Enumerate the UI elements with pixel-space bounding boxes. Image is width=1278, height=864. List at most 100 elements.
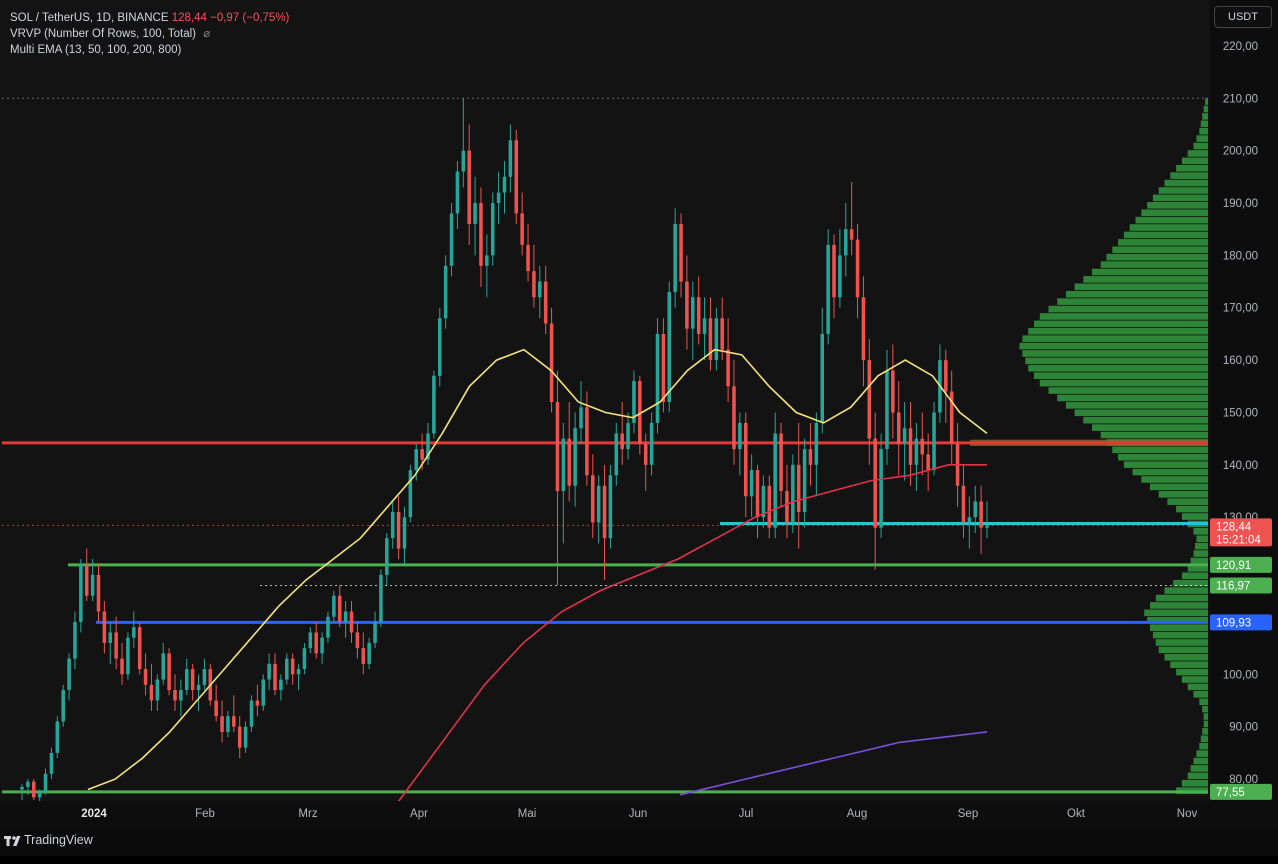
- candle-body: [961, 485, 966, 523]
- volume-profile-bar: [1132, 468, 1208, 476]
- time-tick-label: Jul: [739, 808, 754, 820]
- candle-body: [726, 349, 730, 387]
- candle-body: [102, 611, 107, 643]
- candle-body: [643, 443, 648, 465]
- candle-body: [196, 684, 201, 691]
- candle-body: [861, 297, 866, 361]
- candle-body: [802, 449, 807, 512]
- candle-body: [96, 574, 101, 612]
- candle-body: [796, 464, 801, 512]
- candle-body: [767, 485, 772, 528]
- price-label-value: 128,44: [1216, 521, 1252, 533]
- bottom-strip: [0, 856, 1278, 864]
- volume-profile-bar: [1028, 327, 1208, 335]
- volume-profile-bar: [1181, 572, 1208, 580]
- candle-body: [279, 679, 283, 691]
- volume-profile-bar: [1057, 298, 1208, 305]
- volume-profile-bar: [1158, 490, 1208, 498]
- tradingview-logo-icon[interactable]: [4, 833, 22, 849]
- candle-body: [214, 700, 218, 717]
- legend-vrvp-row[interactable]: VRVP (Number Of Rows, 100, Total) ⌀: [10, 26, 289, 42]
- volume-profile-bar: [1092, 268, 1208, 276]
- time-tick-label: Jun: [629, 808, 648, 820]
- volume-profile-bar: [1205, 98, 1208, 105]
- volume-profile-bar: [1190, 765, 1208, 772]
- volume-profile-bar: [1202, 728, 1208, 735]
- price-tick-label: 160,00: [1223, 355, 1258, 367]
- candle-body: [538, 281, 542, 298]
- hidden-eye-icon[interactable]: ⌀: [203, 28, 211, 40]
- currency-button[interactable]: USDT: [1214, 6, 1272, 28]
- volume-profile-bar: [1164, 179, 1208, 187]
- volume-profile-bar: [1187, 772, 1208, 780]
- candle-body: [438, 318, 442, 376]
- volume-profile-bar: [1141, 476, 1208, 483]
- volume-profile-bar: [1039, 313, 1208, 320]
- price-axis[interactable]: 220,00 210,00 200,00 190,00 180,00 170,00 160,…: [1210, 0, 1278, 826]
- time-tick-label: Feb: [195, 808, 215, 820]
- volume-profile-bar: [1199, 742, 1208, 750]
- price-label-box: [1210, 577, 1272, 594]
- candle-body: [379, 574, 383, 622]
- candle-body: [290, 658, 295, 675]
- price-axis-bg: [1210, 0, 1278, 826]
- time-tick-label: Sep: [958, 808, 978, 820]
- price-label-box: [1210, 614, 1272, 631]
- volume-profile-bar: [1100, 431, 1208, 439]
- candle-body: [308, 632, 313, 649]
- volume-profile-bar: [1196, 535, 1208, 543]
- candle-body: [949, 391, 954, 444]
- candle-body: [243, 726, 248, 748]
- candle-body: [573, 428, 577, 486]
- candle-body: [114, 632, 118, 659]
- candle-body: [496, 192, 501, 203]
- price-tick-label: 80,00: [1229, 774, 1258, 786]
- volume-profile-bar: [1203, 105, 1208, 113]
- horizontal-levels: [2, 97, 1208, 794]
- time-axis[interactable]: 2024 Feb Mrz Apr Mai Jun Jul Aug Sep Okt Nov: [0, 801, 1210, 826]
- candle-body: [749, 470, 754, 497]
- volume-profile-bar: [1022, 350, 1208, 357]
- candle-body: [202, 669, 207, 685]
- volume-profile-bar: [1048, 387, 1208, 394]
- time-tick-label: Mrz: [298, 808, 317, 820]
- candle-body: [249, 700, 254, 727]
- volume-profile-bar: [1065, 402, 1208, 409]
- time-tick-label: Apr: [410, 808, 428, 820]
- candle-body: [732, 386, 736, 450]
- volume-profile-bar: [1150, 624, 1208, 631]
- candle-body: [902, 428, 907, 444]
- tradingview-brand[interactable]: TradingView: [24, 833, 93, 847]
- symbol-name[interactable]: SOL / TetherUS, 1D, BINANCE: [10, 12, 169, 24]
- candle-body: [355, 632, 360, 649]
- candle-body: [779, 433, 783, 492]
- candle-body: [55, 721, 60, 753]
- candle-body: [226, 716, 230, 732]
- candle-body: [514, 140, 519, 214]
- candle-body: [84, 564, 89, 596]
- candle-body: [261, 679, 266, 706]
- price-tick-label: 180,00: [1223, 250, 1258, 262]
- candle-body: [944, 360, 948, 392]
- candle-body: [20, 786, 24, 790]
- candle-body: [785, 491, 789, 523]
- candle-body: [685, 281, 689, 329]
- volume-profile-bar: [1176, 164, 1208, 172]
- candle-body: [520, 213, 524, 245]
- legend-ema-row[interactable]: Multi EMA (13, 50, 100, 200, 800): [10, 42, 289, 58]
- candle-body: [443, 265, 448, 319]
- price-label-value: 116,97: [1216, 580, 1250, 592]
- volume-profile-bar: [1203, 720, 1208, 728]
- candle-body: [73, 621, 77, 659]
- candle-body: [414, 449, 419, 471]
- candle-body: [820, 333, 825, 423]
- footer-bar: TradingView: [0, 826, 1278, 856]
- candle-body: [596, 485, 601, 523]
- legend-symbol-row: SOL / TetherUS, 1D, BINANCE 128,44 −0,97…: [10, 10, 289, 26]
- candle-body: [855, 239, 860, 298]
- time-axis-bg: [0, 801, 1210, 826]
- volume-profile-bar: [1135, 216, 1208, 224]
- candle-body: [502, 176, 507, 193]
